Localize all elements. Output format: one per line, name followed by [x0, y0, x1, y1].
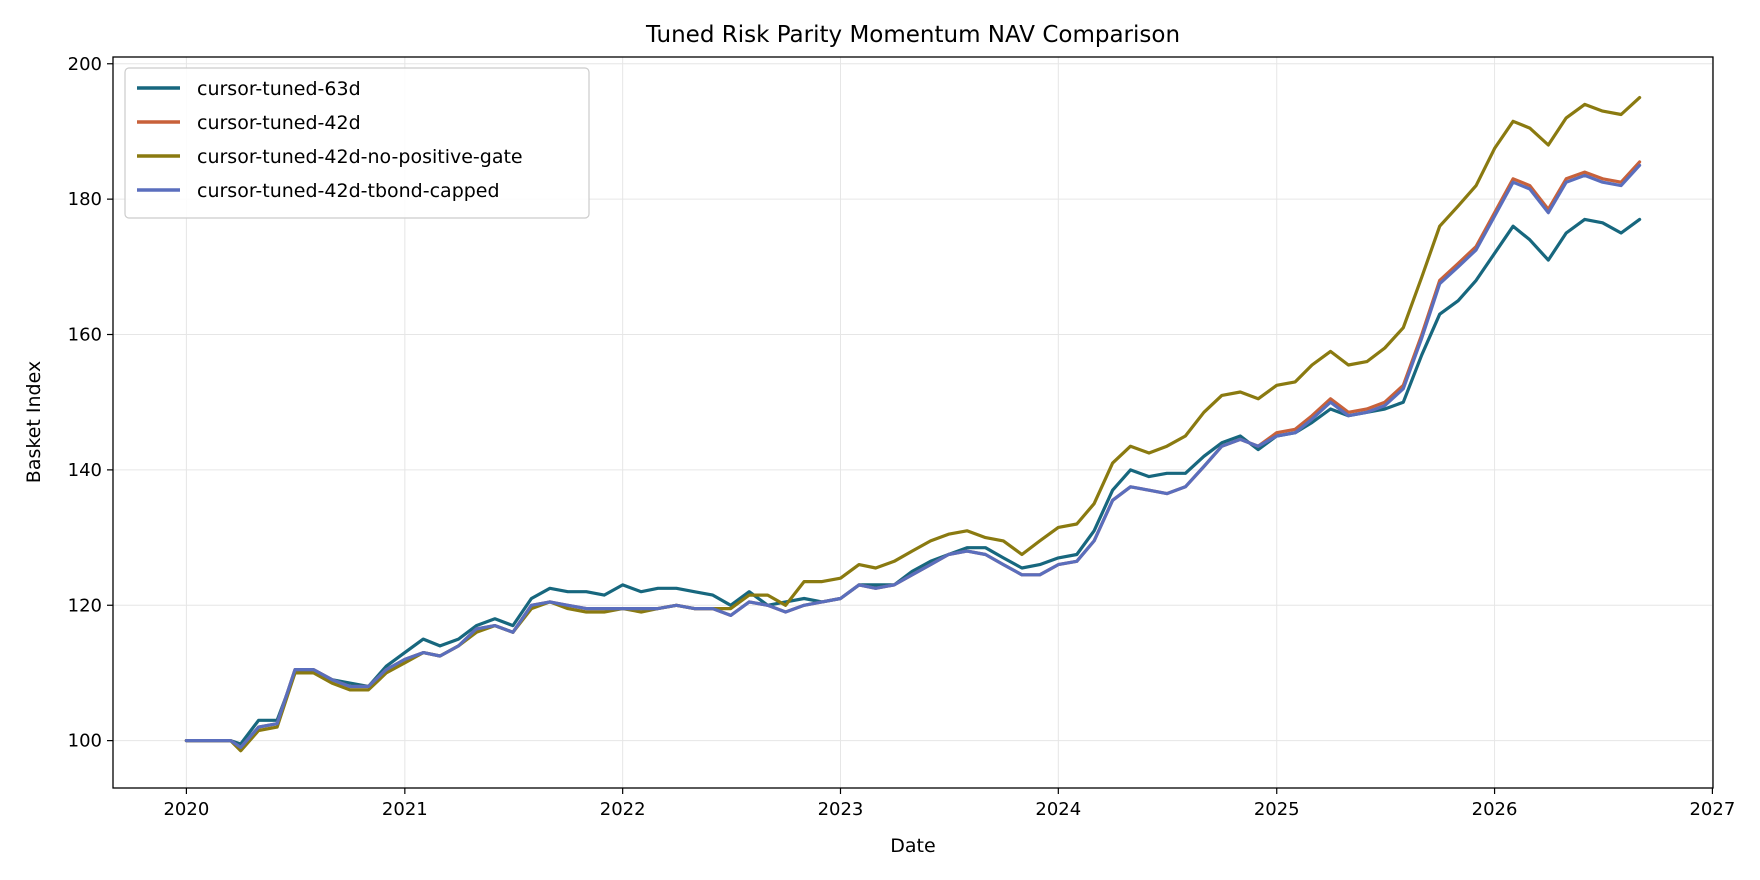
- y-tick-label: 120: [68, 595, 102, 616]
- legend-entry: cursor-tuned-63d: [197, 78, 361, 100]
- plot-frame: [112, 56, 1714, 789]
- y-tick-label: 100: [68, 731, 102, 752]
- x-tick-label: 2022: [600, 799, 646, 820]
- legend-entry: cursor-tuned-42d: [197, 112, 361, 134]
- legend-box: [124, 67, 590, 219]
- x-tick-label: 2024: [1035, 799, 1081, 820]
- series-layer: [184, 96, 1642, 753]
- x-axis-label: Date: [890, 835, 935, 857]
- x-tick-label: 2020: [163, 799, 209, 820]
- y-axis-label: Basket Index: [23, 361, 45, 483]
- legend-entry: cursor-tuned-42d-tbond-capped: [197, 180, 500, 202]
- x-tick-label: 2025: [1254, 799, 1300, 820]
- y-tick-label: 160: [68, 325, 102, 346]
- chart-title: Tuned Risk Parity Momentum NAV Compariso…: [645, 22, 1180, 48]
- x-tick-label: 2027: [1689, 799, 1735, 820]
- x-tick-label: 2026: [1472, 799, 1518, 820]
- series-line-cursor-tuned-42d-tbond-capped: [184, 163, 1642, 749]
- y-tick-label: 200: [68, 54, 102, 75]
- x-axis-ticks: 2020 2021 2022 2023 2024 2025 2026 2027: [163, 788, 1735, 820]
- y-axis-ticks: 100 120 140 160 180 200: [68, 54, 113, 752]
- legend: cursor-tuned-63d cursor-tuned-42d cursor-t…: [124, 67, 590, 219]
- series-line-cursor-tuned-63d: [184, 217, 1642, 746]
- x-tick-label: 2023: [818, 799, 864, 820]
- y-tick-label: 180: [68, 189, 102, 210]
- legend-entry: cursor-tuned-42d-no-positive-gate: [197, 146, 523, 168]
- x-tick-label: 2021: [382, 799, 428, 820]
- y-tick-label: 140: [68, 460, 102, 481]
